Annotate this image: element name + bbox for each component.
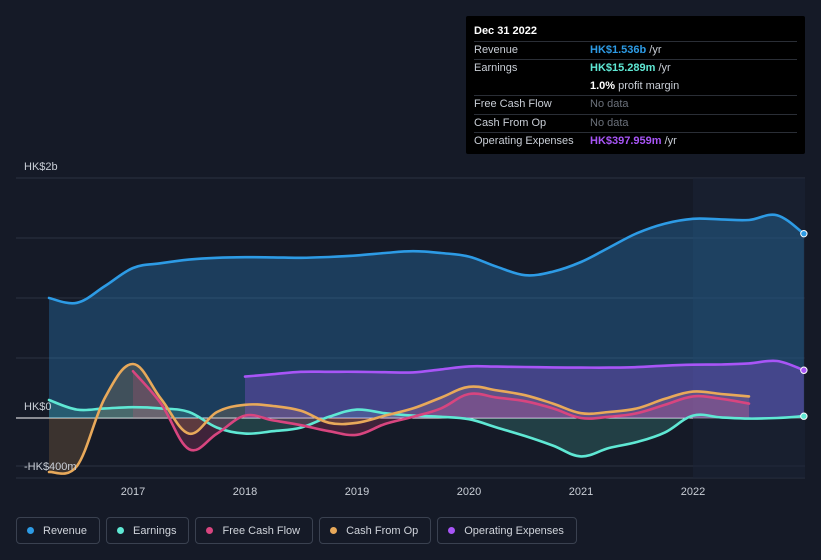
y-axis-ticks: HK$2b HK$0 -HK$400m bbox=[24, 161, 77, 473]
tooltip-row-operating-expenses: Operating Expenses HK$397.959m /yr bbox=[474, 131, 797, 150]
legend-dot-icon bbox=[117, 527, 125, 534]
legend-item-earnings[interactable]: Earnings bbox=[106, 517, 190, 544]
legend-label: Free Cash Flow bbox=[222, 524, 301, 537]
tooltip-value: No data bbox=[590, 116, 629, 129]
series-end-markers bbox=[800, 229, 808, 420]
y-tick-label: HK$0 bbox=[24, 401, 52, 413]
operating-expenses-line bbox=[243, 359, 806, 378]
tooltip-unit: /yr bbox=[664, 134, 677, 147]
revenue-end-marker bbox=[800, 229, 808, 238]
earnings-area bbox=[49, 400, 804, 457]
tooltip-unit: profit margin bbox=[618, 79, 680, 92]
tooltip-label: Operating Expenses bbox=[474, 134, 574, 147]
x-tick-label: 2021 bbox=[569, 486, 593, 498]
tooltip-label: Free Cash Flow bbox=[474, 98, 552, 111]
series-lines bbox=[47, 213, 806, 475]
y-tick-label: HK$2b bbox=[24, 161, 58, 173]
tooltip-value: HK$15.289m bbox=[590, 62, 656, 75]
legend-item-revenue[interactable]: Revenue bbox=[16, 517, 101, 544]
x-tick-label: 2019 bbox=[345, 486, 369, 498]
legend-label: Revenue bbox=[43, 524, 88, 537]
operating-expenses-area bbox=[245, 360, 804, 418]
tooltip-label bbox=[474, 78, 590, 95]
legend-label: Cash From Op bbox=[346, 524, 419, 537]
tooltip-unit: /yr bbox=[658, 62, 671, 75]
legend-dot-icon bbox=[330, 527, 338, 534]
legend-label: Operating Expenses bbox=[464, 524, 564, 537]
legend-dot-icon bbox=[206, 527, 214, 534]
earnings-end-marker bbox=[800, 412, 808, 420]
revenue-line bbox=[47, 213, 806, 305]
legend-label: Earnings bbox=[133, 524, 177, 537]
legend-item-cash-from-op[interactable]: Cash From Op bbox=[319, 517, 432, 544]
forecast-shade bbox=[693, 178, 805, 478]
x-tick-label: 2018 bbox=[233, 486, 257, 498]
tooltip-value: HK$397.959m bbox=[590, 134, 662, 147]
tooltip-label: Cash From Op bbox=[474, 116, 547, 129]
x-tick-label: 2022 bbox=[681, 486, 705, 498]
x-tick-label: 2020 bbox=[457, 486, 481, 498]
chart-legend: Revenue Earnings Free Cash Flow Cash Fro… bbox=[16, 517, 577, 546]
earnings-line bbox=[47, 398, 806, 458]
x-axis-ticks: 2017 2018 2019 2020 2021 2022 bbox=[121, 486, 705, 498]
free-cash-flow-line bbox=[131, 369, 751, 452]
tooltip-row-earnings: Earnings HK$15.289m /yr bbox=[474, 59, 797, 77]
tooltip-label: Earnings bbox=[474, 62, 518, 75]
tooltip-unit: /yr bbox=[649, 44, 662, 56]
tooltip-date: Dec 31 2022 bbox=[474, 25, 537, 37]
tooltip-row-free-cash-flow: Free Cash Flow No data bbox=[474, 95, 797, 113]
series-areas bbox=[49, 214, 804, 474]
tooltip-row-cash-from-op: Cash From Op No data bbox=[474, 113, 797, 132]
legend-item-free-cash-flow[interactable]: Free Cash Flow bbox=[195, 517, 314, 544]
tooltip-value: HK$1.536b bbox=[590, 44, 647, 56]
tooltip-value: 1.0% bbox=[590, 79, 616, 92]
tooltip-value: No data bbox=[590, 98, 629, 111]
tooltip-row-revenue: Revenue HK$1.536b /yr bbox=[474, 41, 797, 59]
tooltip-row-profit-margin: 1.0% profit margin bbox=[474, 78, 797, 95]
data-tooltip: Dec 31 2022 Revenue HK$1.536b /yr Earnin… bbox=[466, 16, 805, 154]
tooltip-label: Revenue bbox=[474, 44, 519, 56]
x-tick-label: 2017 bbox=[121, 486, 145, 498]
operating-expenses-end-marker bbox=[800, 366, 808, 374]
legend-item-operating-expenses[interactable]: Operating Expenses bbox=[437, 517, 577, 544]
free-cash-flow-area bbox=[133, 371, 749, 451]
legend-dot-icon bbox=[448, 527, 456, 534]
y-tick-label: -HK$400m bbox=[24, 461, 77, 473]
legend-dot-icon bbox=[27, 527, 34, 534]
cash-from-op-line bbox=[47, 362, 751, 475]
